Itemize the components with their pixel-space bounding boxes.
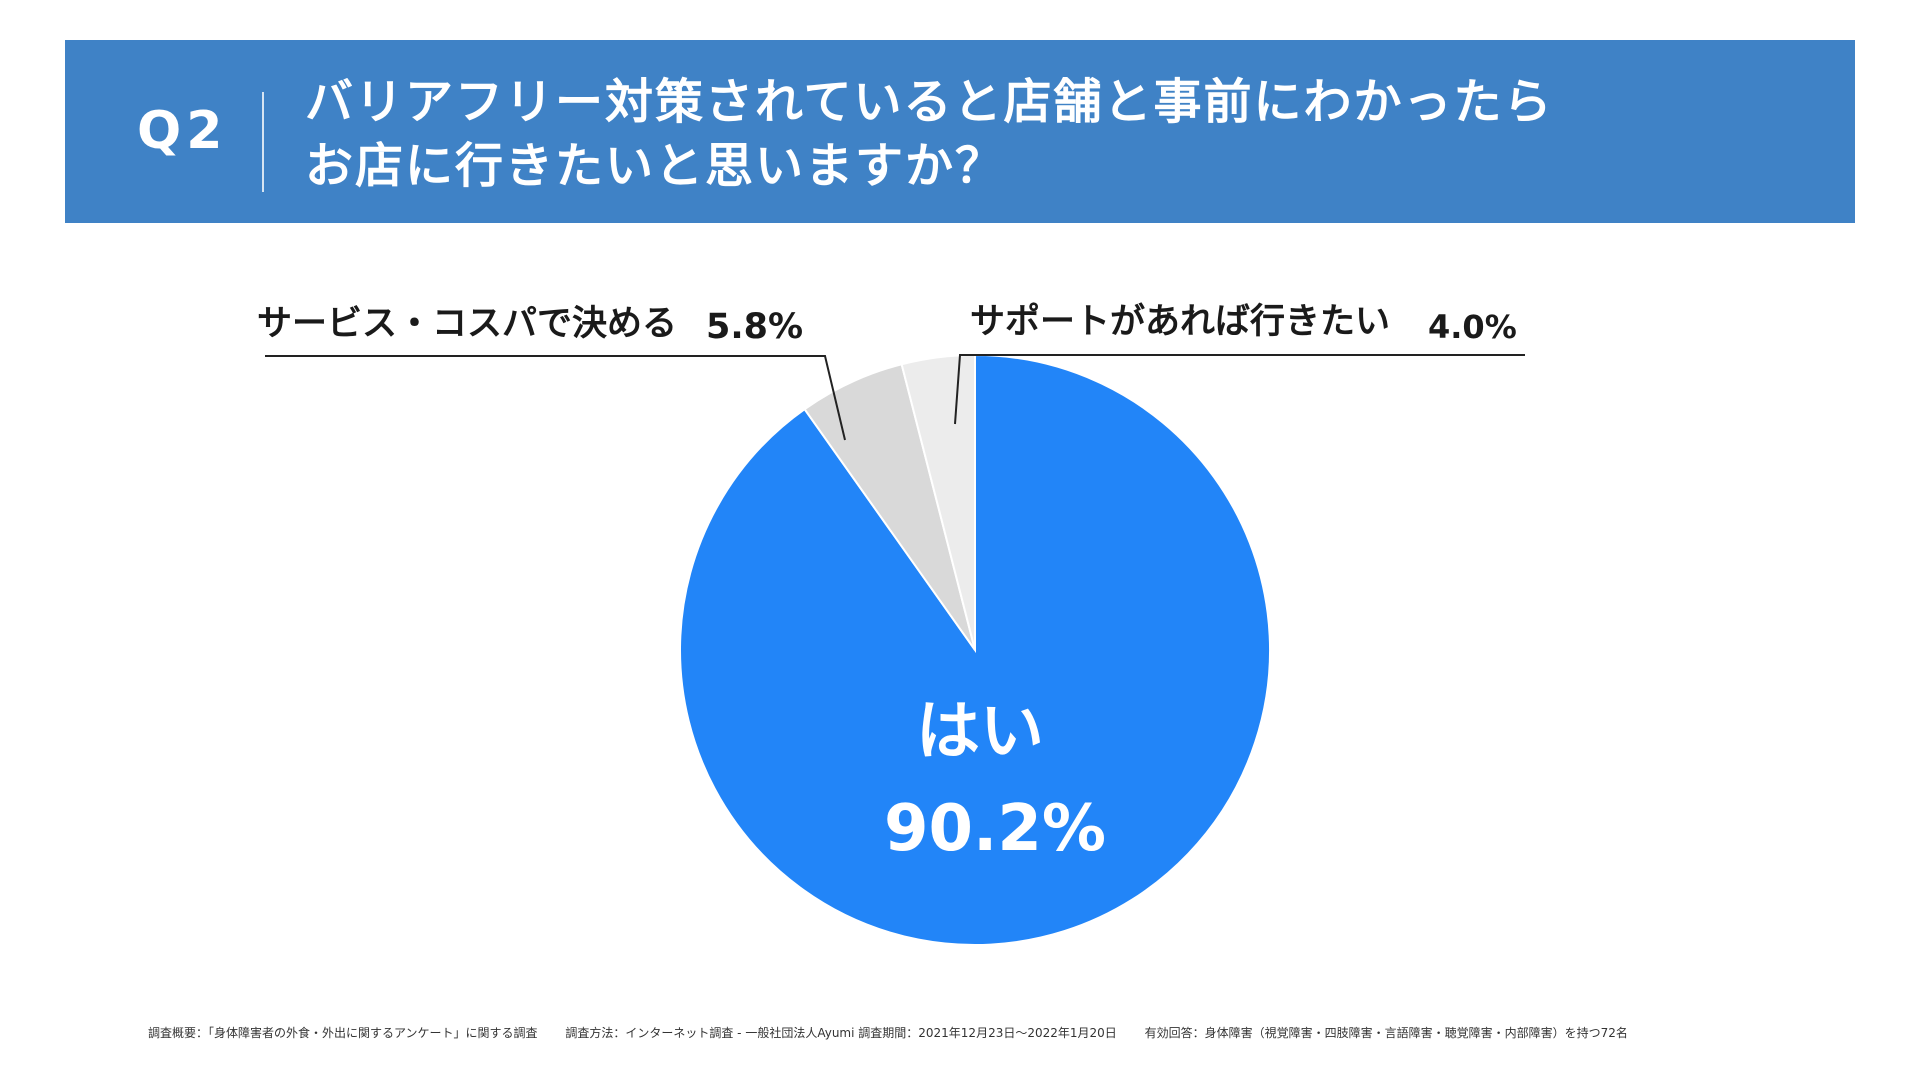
question-header: Q2 バリアフリー対策されていると店舗と事前にわかったら お店に行きたいと思いま… <box>65 40 1855 223</box>
footnote-method: 調査方法：インターネット調査 - 一般社団法人Ayumi 調査期間：2021年1… <box>565 1026 1117 1040</box>
slice-label-support: サポートがあれば行きたい <box>970 301 1390 342</box>
callout-lines <box>265 354 1525 441</box>
question-text: バリアフリー対策されていると店舗と事前にわかったら お店に行きたいと思いますか？ <box>305 70 1554 198</box>
callout-line-service-cospa <box>265 355 846 441</box>
slice-label-service-cospa: サービス・コスパで決める <box>257 304 677 344</box>
survey-footnote: 調査概要：「身体障害者の外食・外出に関するアンケート」に関する調査 調査方法：イ… <box>148 1024 1652 1041</box>
footnote-overview: 調査概要：「身体障害者の外食・外出に関するアンケート」に関する調査 <box>148 1026 538 1040</box>
footnote-respondents: 有効回答：身体障害（視覚障害・四肢障害・言語障害・聴覚障害・内部障害）を持つ72… <box>1144 1026 1628 1040</box>
question-number: Q2 <box>137 101 228 161</box>
slice-value-support: 4.0% <box>1428 308 1517 346</box>
question-line-2: お店に行きたいと思いますか？ <box>305 138 1006 194</box>
slice-labels: サービス・コスパで決める 5.8% サポートがあれば行きたい 4.0% はい 9… <box>257 301 1517 866</box>
header-divider <box>262 92 264 192</box>
pie-chart: サービス・コスパで決める 5.8% サポートがあれば行きたい 4.0% はい 9… <box>257 301 1525 946</box>
slice-value-service-cospa: 5.8% <box>706 307 803 347</box>
slice-label-yes: はい <box>916 695 1044 769</box>
pie-slices <box>679 353 1271 946</box>
slice-value-yes: 90.2% <box>884 792 1106 866</box>
question-line-1: バリアフリー対策されていると店舗と事前にわかったら <box>305 74 1554 130</box>
callout-line-support <box>954 354 1525 425</box>
